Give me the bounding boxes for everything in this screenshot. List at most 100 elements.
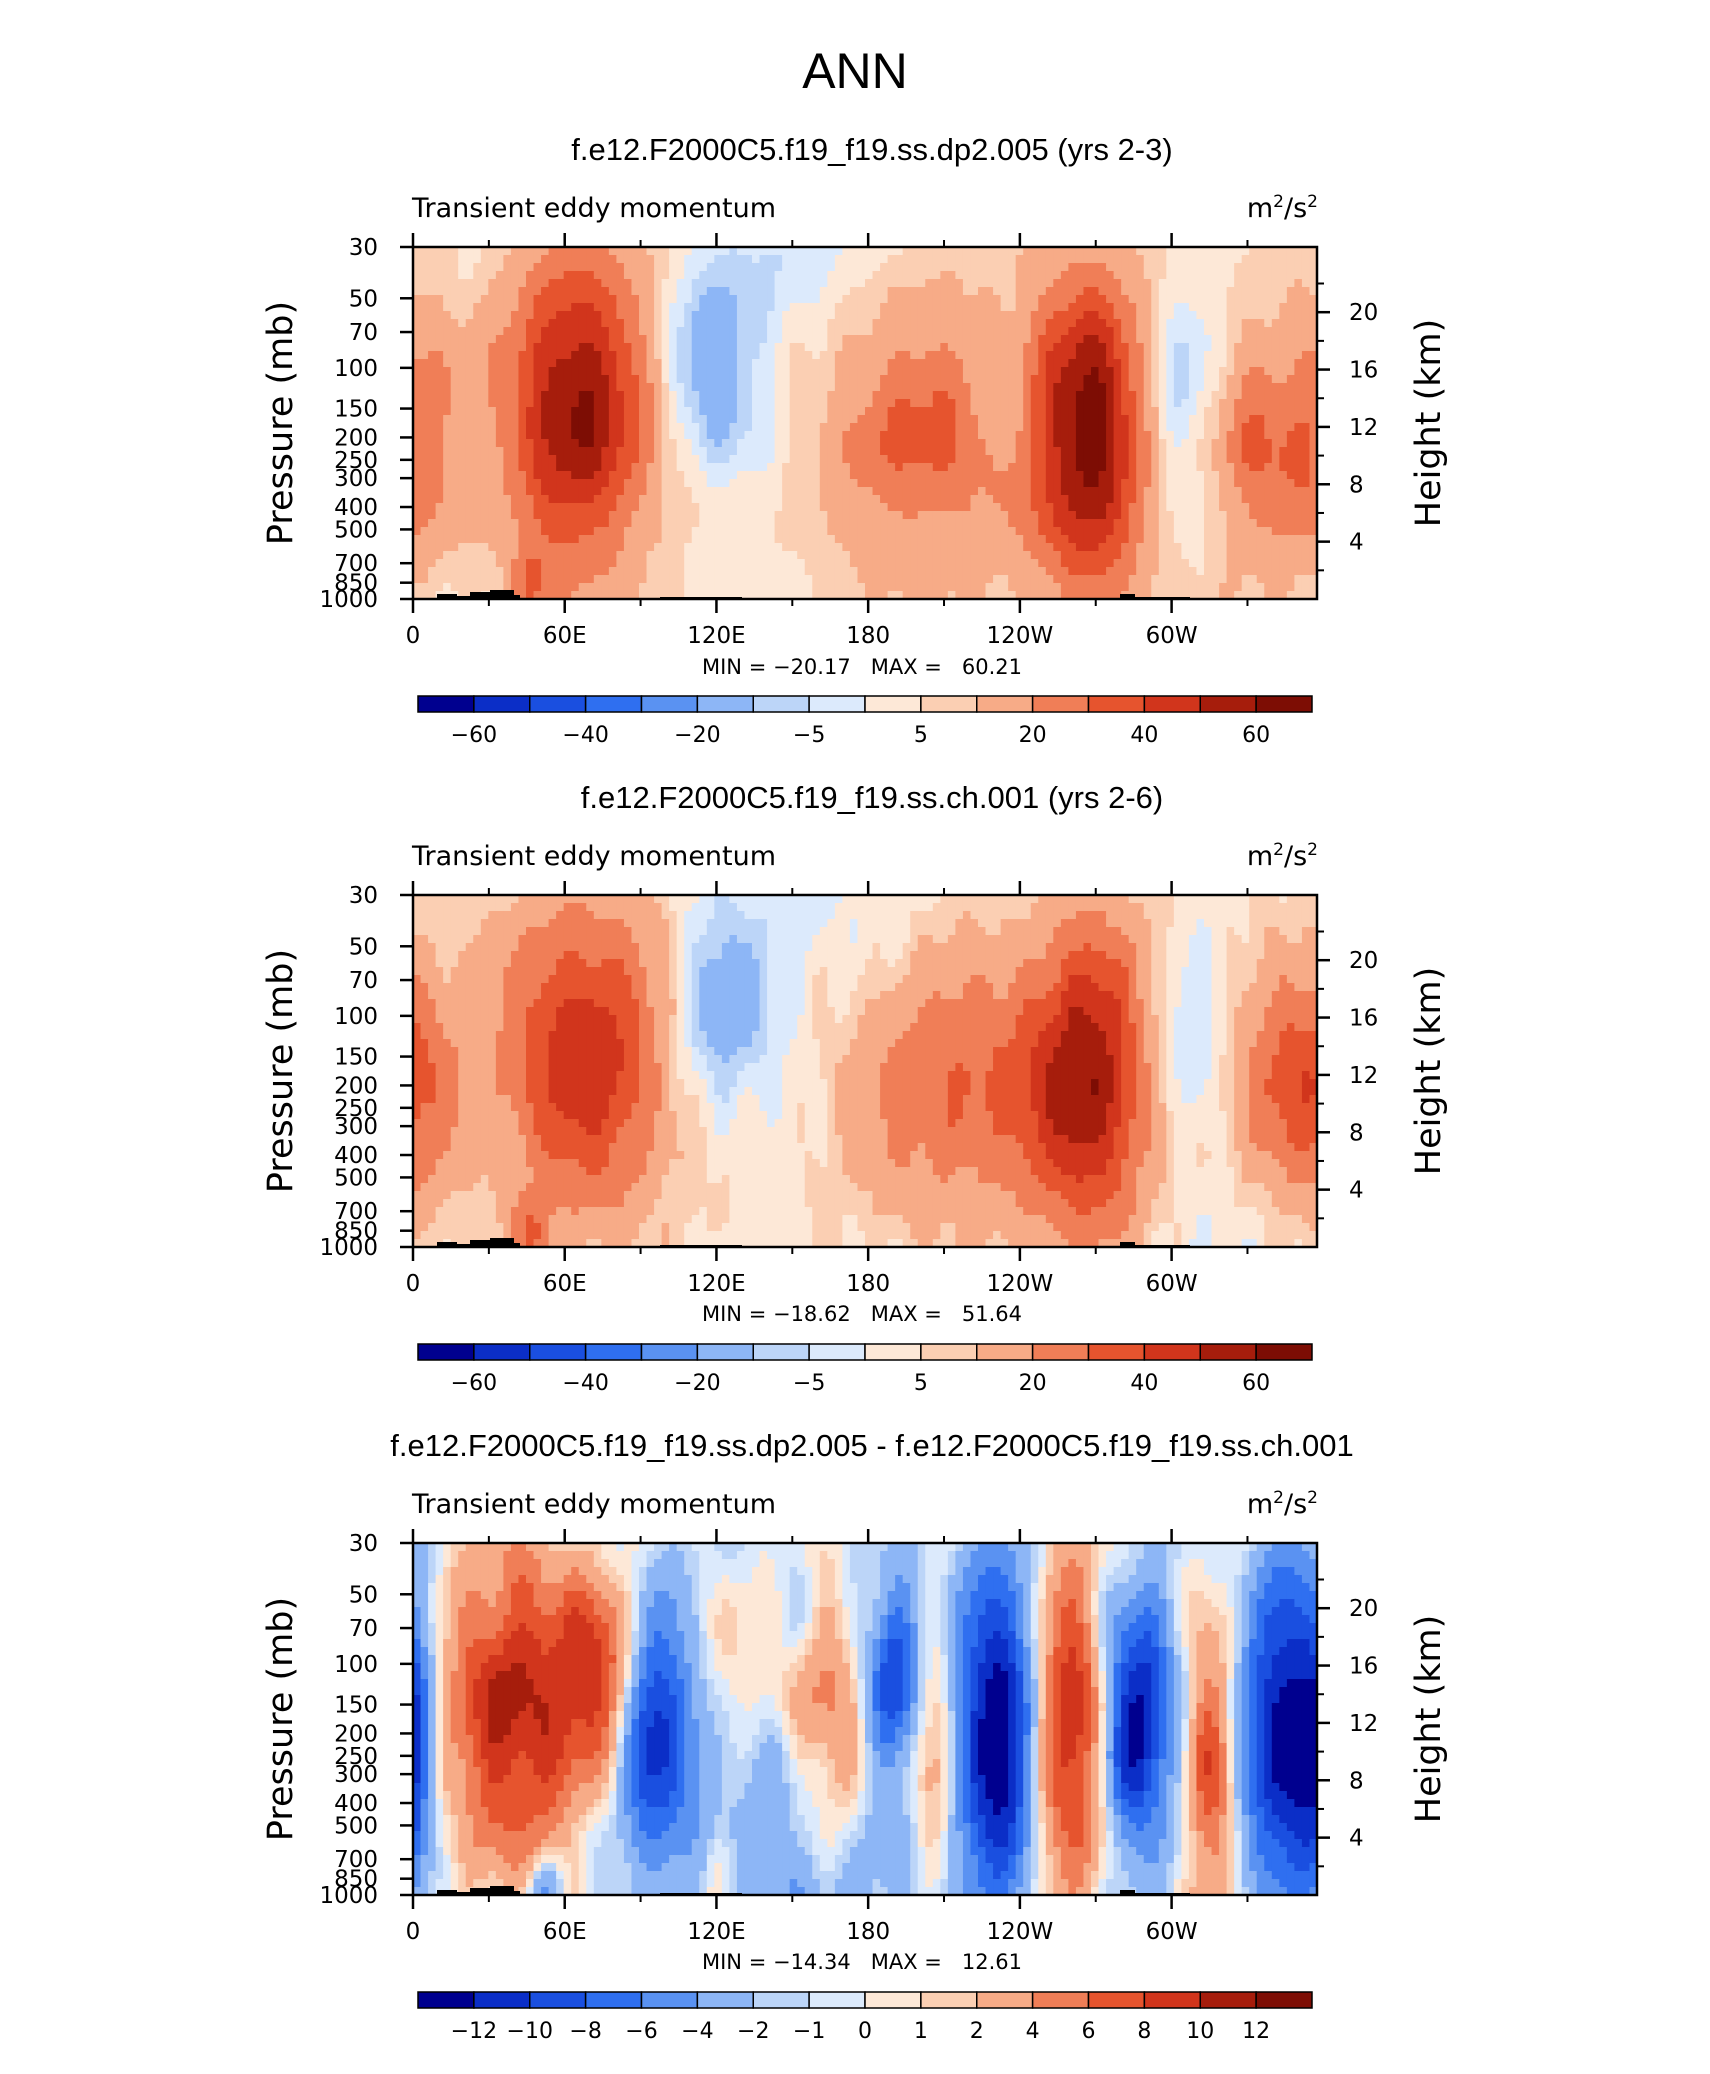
field-cell [849, 375, 859, 384]
field-cell [1083, 431, 1092, 440]
field-cell [887, 495, 896, 504]
field-cell [669, 559, 678, 568]
field-cell [428, 351, 437, 360]
field-cell [1204, 359, 1213, 368]
field-cell [714, 287, 723, 296]
field-cell [1030, 375, 1039, 384]
field-cell [1038, 463, 1047, 472]
field-cell [1301, 503, 1311, 512]
field-cell [819, 375, 828, 384]
field-cell [443, 255, 452, 264]
field-cell [526, 495, 535, 504]
field-cell [533, 455, 542, 464]
field-cell [541, 423, 550, 432]
field-cell [556, 439, 565, 448]
field-cell [1271, 295, 1280, 304]
field-cell [925, 527, 934, 536]
field-cell [857, 399, 866, 408]
field-cell [1151, 567, 1160, 576]
field-cell [782, 431, 791, 440]
field-cell [804, 495, 813, 504]
field-cell [1091, 303, 1100, 312]
field-cell [940, 479, 949, 488]
field-cell [970, 303, 979, 312]
field-cell [872, 327, 881, 336]
field-cell [623, 367, 633, 376]
field-cell [1106, 503, 1115, 512]
field-cell [902, 255, 911, 264]
field-cell [706, 527, 715, 536]
field-cell [917, 399, 926, 408]
field-cell [443, 247, 452, 256]
field-cell [1008, 559, 1017, 568]
field-cell [654, 407, 663, 416]
field-cell [646, 447, 655, 456]
field-cell [706, 479, 715, 488]
field-cell [736, 247, 746, 256]
field-cell [744, 503, 753, 512]
field-cell [962, 335, 972, 344]
field-cell [865, 271, 874, 280]
field-cell [978, 447, 987, 456]
field-cell [1143, 311, 1152, 320]
field-cell [970, 415, 979, 424]
field-cell [1219, 535, 1228, 544]
field-cell [639, 375, 648, 384]
field-cell [450, 575, 459, 584]
field-cell [1301, 431, 1311, 440]
field-cell [684, 439, 693, 448]
field-cell [1136, 535, 1145, 544]
field-cell [526, 543, 535, 552]
field-cell [1241, 391, 1250, 400]
field-cell [684, 359, 693, 368]
field-cell [571, 255, 580, 264]
field-cell [1294, 351, 1303, 360]
field-cell [1301, 535, 1311, 544]
field-cell [1211, 495, 1220, 504]
field-cell [1286, 463, 1295, 472]
field-cell [1294, 335, 1303, 344]
field-cell [1023, 503, 1032, 512]
field-cell [736, 327, 746, 336]
field-cell [1000, 535, 1009, 544]
field-cell [993, 471, 1002, 480]
field-cell [706, 463, 715, 472]
field-cell [413, 367, 422, 376]
field-cell [895, 351, 904, 360]
field-cell [759, 575, 768, 584]
field-cell [601, 535, 610, 544]
field-cell [1309, 431, 1318, 440]
field-cell [925, 319, 934, 328]
field-cell [857, 279, 866, 288]
field-cell [510, 335, 520, 344]
field-cell [774, 351, 783, 360]
field-cell [1015, 487, 1024, 496]
field-cell [978, 279, 987, 288]
field-cell [473, 311, 482, 320]
field-cell [1015, 455, 1024, 464]
field-cell [586, 375, 595, 384]
field-cell [1136, 351, 1145, 360]
field-cell [480, 471, 489, 480]
field-cell [473, 367, 482, 376]
field-cell [1188, 439, 1198, 448]
field-cell [842, 335, 851, 344]
field-cell [1256, 391, 1265, 400]
field-cell [533, 551, 542, 560]
field-cell [962, 487, 972, 496]
field-cell [1008, 551, 1017, 560]
field-cell [819, 247, 828, 256]
field-cell [1196, 287, 1205, 296]
field-cell [458, 327, 467, 336]
field-cell [947, 263, 956, 272]
field-cell [865, 327, 874, 336]
field-cell [646, 391, 655, 400]
field-cell [428, 399, 437, 408]
field-cell [1068, 311, 1077, 320]
field-cell [533, 567, 542, 576]
field-cell [774, 559, 783, 568]
field-cell [985, 535, 994, 544]
field-cell [593, 431, 602, 440]
field-cell [601, 543, 610, 552]
field-cell [1083, 263, 1092, 272]
